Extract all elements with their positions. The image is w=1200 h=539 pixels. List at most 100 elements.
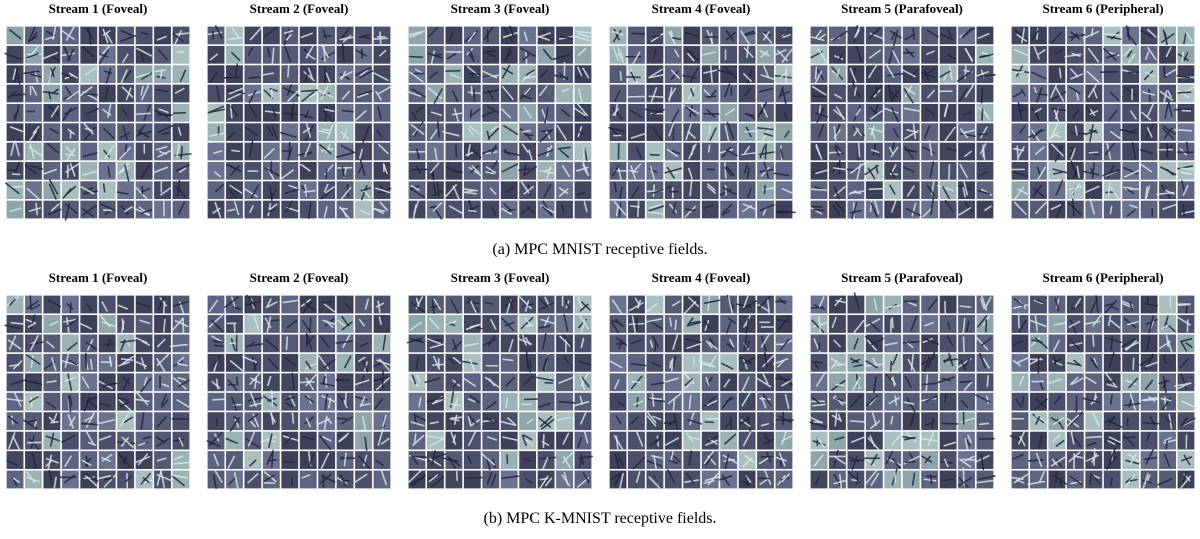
receptive-field-grid (809, 293, 995, 490)
stroke (237, 377, 238, 385)
tile (921, 373, 938, 391)
tile (355, 451, 372, 469)
tile (1178, 65, 1195, 83)
panel-title: Stream 3 (Foveal) (451, 1, 550, 16)
tile (556, 296, 573, 314)
tile (409, 334, 426, 352)
tile (355, 296, 372, 314)
tile (757, 85, 774, 103)
tile (43, 393, 60, 411)
stroke (927, 476, 936, 477)
stroke (1017, 146, 1018, 160)
tile (154, 65, 171, 83)
tile (1030, 334, 1047, 352)
tile (281, 123, 298, 141)
tile (1012, 334, 1029, 352)
panel-title: Stream 6 (Peripheral) (1042, 270, 1163, 285)
stroke (980, 439, 994, 440)
tile (318, 451, 335, 469)
tile (1178, 201, 1195, 219)
tile (1085, 432, 1102, 450)
tile (1030, 296, 1047, 314)
tile (556, 46, 573, 64)
tile (300, 354, 317, 372)
tile (1178, 104, 1195, 122)
tile (244, 104, 261, 122)
tile (337, 315, 354, 333)
tile (556, 201, 573, 219)
stroke (836, 385, 844, 386)
tile (501, 451, 518, 469)
stroke (945, 395, 946, 402)
stroke (725, 163, 726, 178)
stroke (673, 399, 674, 411)
stroke (810, 189, 827, 190)
stroke (1164, 67, 1165, 77)
tile (136, 334, 153, 352)
tile (884, 412, 901, 430)
tile (501, 354, 518, 372)
figure-caption: (b) MPC K-MNIST receptive fields. (484, 510, 717, 527)
tile (409, 27, 426, 45)
tile (1104, 315, 1121, 333)
tile (610, 412, 627, 430)
tile (977, 65, 994, 83)
tile (940, 104, 957, 122)
tile (921, 412, 938, 430)
tile (829, 85, 846, 103)
tile (575, 296, 592, 314)
tile (62, 201, 79, 219)
tile (300, 471, 317, 489)
tile (1067, 451, 1084, 469)
tile (776, 296, 793, 314)
tile (154, 27, 171, 45)
stroke (982, 55, 990, 56)
tile (117, 393, 134, 411)
tile (244, 471, 261, 489)
stroke (126, 145, 127, 152)
tile (7, 143, 24, 161)
tile (921, 181, 938, 199)
tile (628, 104, 645, 122)
figure: Stream 1 (Foveal)Stream 2 (Foveal)Stream… (0, 0, 1200, 539)
tile (702, 162, 719, 180)
tile (866, 393, 883, 411)
receptive-field-grid (5, 294, 191, 490)
tile (337, 181, 354, 199)
tile (208, 432, 225, 450)
tile (1178, 354, 1195, 372)
tile (811, 65, 828, 83)
tile (811, 471, 828, 489)
stroke (164, 302, 165, 313)
panel-title: Stream 4 (Foveal) (652, 270, 751, 285)
stroke (1175, 109, 1192, 110)
tile (281, 296, 298, 314)
tile (117, 46, 134, 64)
tile (958, 334, 975, 352)
tile (829, 412, 846, 430)
tile (776, 123, 793, 141)
receptive-field-grid (608, 25, 795, 220)
stroke (1106, 192, 1114, 193)
stroke (410, 56, 422, 57)
tile (80, 354, 97, 372)
receptive-field-grid (407, 294, 593, 490)
panel-title: Stream 5 (Parafoveal) (841, 1, 963, 16)
stroke (323, 302, 331, 303)
stroke (982, 88, 983, 103)
tile (43, 123, 60, 141)
tile (117, 201, 134, 219)
tile (501, 393, 518, 411)
panel-title: Stream 1 (Foveal) (49, 1, 148, 16)
stroke (960, 306, 970, 307)
tile (776, 201, 793, 219)
tile (556, 27, 573, 45)
tile (519, 27, 536, 45)
tile (1048, 46, 1065, 64)
tile (1159, 412, 1176, 430)
stroke (469, 73, 480, 74)
tile (575, 123, 592, 141)
tile (244, 393, 261, 411)
tile (1048, 27, 1065, 45)
stroke (345, 392, 346, 404)
